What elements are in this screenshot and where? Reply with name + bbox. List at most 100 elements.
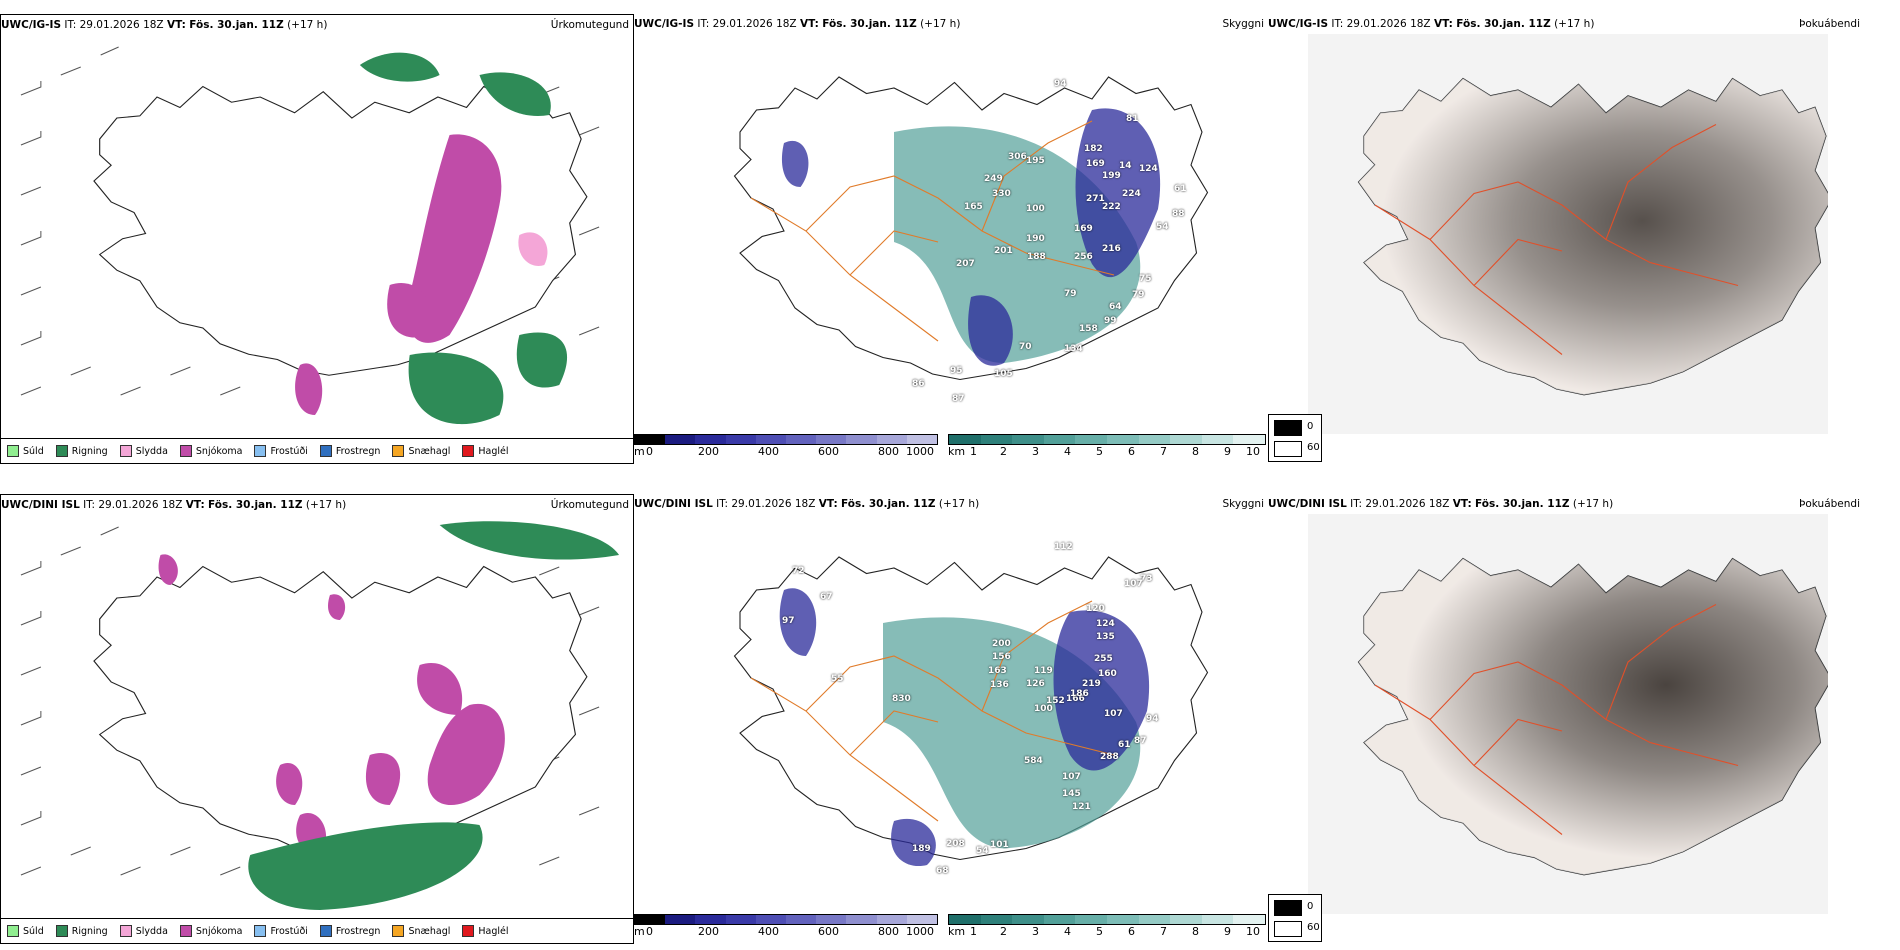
cbar-tick: 7	[1160, 925, 1167, 938]
cloud-map: 112 73 107 72 67 97 55 120 124 135 200 1…	[634, 514, 1268, 902]
cbar-step	[1106, 435, 1139, 444]
panel-title: UWC/DINI ISL IT: 29.01.2026 18Z VT: Fös.…	[1, 499, 629, 511]
cbar-step	[1170, 915, 1202, 924]
cbar-tick: 2	[1000, 925, 1007, 938]
cbar-tick: 0	[646, 445, 653, 458]
cloud-map: 94 81 79 182 169 199 14 124 224 222 271 …	[634, 34, 1268, 422]
cbar-step	[980, 435, 1013, 444]
cloud-base-colorbar: m 0 200 400 600 800 1000	[634, 432, 938, 460]
cbar-tick: 600	[818, 445, 839, 458]
cbar-step	[635, 435, 666, 444]
cbar-tick: 6	[1128, 925, 1135, 938]
legend-item-sleet: Slydda	[119, 445, 168, 457]
cbar-unit: m	[634, 925, 645, 938]
precip-panel-row2: UWC/DINI ISL IT: 29.01.2026 18Z VT: Fös.…	[0, 494, 634, 944]
precip-legend: Súld Rigning Slydda Snjókoma Frostúði Fr…	[1, 918, 633, 943]
cloud-base-strip	[634, 914, 938, 925]
cbar-tick: 5	[1096, 445, 1103, 458]
legend-item-rain: Rigning	[55, 445, 108, 457]
visibility-colorbar: km 1 2 3 4 5 6 7 8 9 10	[948, 912, 1266, 940]
fog-legend-label: 60	[1307, 922, 1320, 933]
legend-item-hail: Haglél	[462, 925, 509, 937]
legend-item-graupel: Snæhagl	[392, 925, 450, 937]
cbar-step	[755, 915, 787, 924]
cloud-base-strip	[634, 434, 938, 445]
cbar-tick: 4	[1064, 445, 1071, 458]
cloud-panel-row1: UWC/IG-IS IT: 29.01.2026 18Z VT: Fös. 30…	[634, 14, 1268, 464]
visibility-strip	[948, 914, 1266, 925]
cbar-step	[725, 435, 756, 444]
precip-legend: Súld Rigning Slydda Snjókoma Frostúði Fr…	[1, 438, 633, 463]
precip-panel-row1: UWC/IG-IS IT: 29.01.2026 18Z VT: Fös. 30…	[0, 14, 634, 464]
legend-item-drizzle: Súld	[7, 445, 44, 457]
panel-field-name: Þokuábendi	[1799, 18, 1860, 30]
cbar-tick: 800	[878, 925, 899, 938]
precip-areas	[295, 52, 568, 425]
cbar-step	[755, 435, 787, 444]
cbar-step	[786, 435, 817, 444]
cbar-tick: 400	[758, 445, 779, 458]
road-network	[750, 600, 1115, 822]
fog-panel-row2: UWC/DINI ISL IT: 29.01.2026 18Z VT: Fös.…	[1268, 494, 1900, 944]
cbar-tick: 400	[758, 925, 779, 938]
cbar-step	[949, 435, 981, 444]
cbar-tick: 0	[646, 925, 653, 938]
panel-title: UWC/IG-IS IT: 29.01.2026 18Z VT: Fös. 30…	[1, 19, 629, 31]
panel-field-name: Skyggni	[1222, 18, 1265, 30]
legend-item-drizzle: Súld	[7, 925, 44, 937]
cbar-step	[1233, 435, 1265, 444]
road-network	[1374, 123, 1739, 355]
cloud-panel-row2: UWC/DINI ISL IT: 29.01.2026 18Z VT: Fös.…	[634, 494, 1268, 944]
fog-swatch-dark	[1274, 420, 1302, 436]
cbar-tick: 4	[1064, 925, 1071, 938]
cbar-step	[876, 435, 907, 444]
cbar-tick: 2	[1000, 445, 1007, 458]
fog-swatch-light	[1274, 441, 1302, 457]
cbar-step	[1233, 915, 1265, 924]
cbar-step	[665, 435, 696, 444]
fog-panel-row1: UWC/IG-IS IT: 29.01.2026 18Z VT: Fös. 30…	[1268, 14, 1900, 464]
visibility-strip	[948, 434, 1266, 445]
cbar-step	[980, 915, 1013, 924]
legend-item-hail: Haglél	[462, 445, 509, 457]
fog-legend: 0 60	[1268, 414, 1322, 462]
fog-legend-label: 0	[1307, 421, 1314, 432]
panel-field-name: Úrkomutegund	[550, 499, 629, 511]
fog-map	[1268, 514, 1828, 914]
legend-item-snow: Snjókoma	[179, 925, 242, 937]
legend-item-sleet: Slydda	[119, 925, 168, 937]
legend-item-rain: Rigning	[55, 925, 108, 937]
cbar-tick: 1	[970, 445, 977, 458]
fog-swatch-light	[1274, 921, 1302, 937]
legend-item-snow: Snjókoma	[179, 445, 242, 457]
cbar-step	[635, 915, 666, 924]
cbar-step	[1138, 915, 1171, 924]
cbar-step	[949, 915, 981, 924]
cbar-step	[846, 435, 877, 444]
cbar-tick: 800	[878, 445, 899, 458]
fog-map	[1268, 34, 1828, 434]
road-network	[1374, 603, 1739, 835]
legend-item-freezing-drizzle: Frostúði	[254, 445, 308, 457]
cbar-step	[816, 435, 847, 444]
cbar-step	[1201, 435, 1234, 444]
cbar-tick: 6	[1128, 445, 1135, 458]
cbar-tick: 1000	[906, 445, 934, 458]
cbar-step	[876, 915, 907, 924]
cbar-step	[1201, 915, 1234, 924]
fog-legend-label: 60	[1307, 442, 1320, 453]
wind-barb-map	[20, 46, 600, 425]
cbar-tick: 10	[1246, 925, 1260, 938]
legend-item-graupel: Snæhagl	[392, 445, 450, 457]
panel-title: UWC/IG-IS IT: 29.01.2026 18Z VT: Fös. 30…	[634, 18, 1265, 30]
cbar-tick: 9	[1224, 445, 1231, 458]
cbar-step	[695, 435, 726, 444]
cbar-tick: 10	[1246, 445, 1260, 458]
cbar-step	[665, 915, 696, 924]
cbar-tick: 8	[1192, 925, 1199, 938]
precip-map	[1, 35, 633, 437]
cbar-step	[1170, 435, 1202, 444]
cbar-tick: 600	[818, 925, 839, 938]
panel-title: UWC/DINI ISL IT: 29.01.2026 18Z VT: Fös.…	[634, 498, 1264, 510]
cbar-tick: 200	[698, 925, 719, 938]
